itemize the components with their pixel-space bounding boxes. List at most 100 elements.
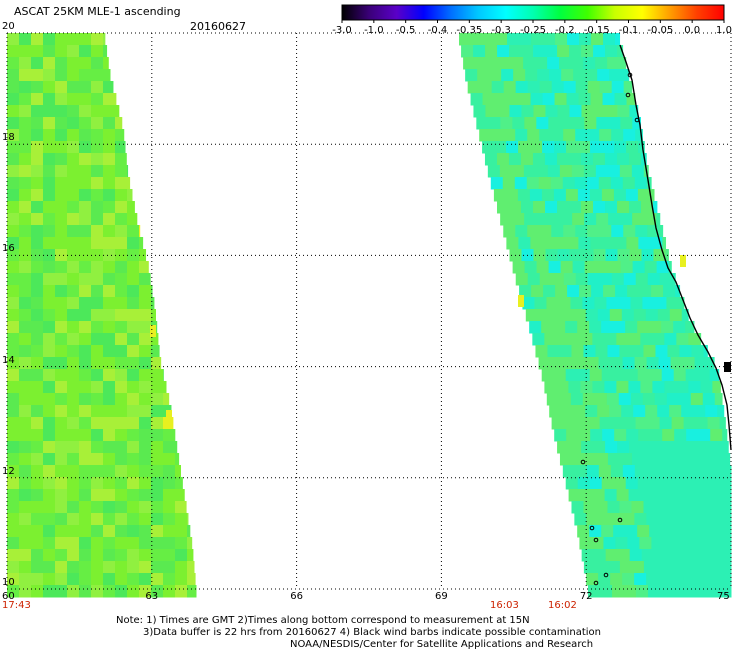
swath-cell — [19, 561, 32, 574]
swath-cell — [7, 69, 20, 82]
swath-cell — [559, 57, 572, 70]
swath-cell — [7, 33, 20, 46]
swath-cell — [43, 93, 56, 106]
swath-cell — [31, 57, 44, 70]
swath-cell — [547, 57, 560, 70]
swath-cell — [127, 513, 140, 526]
swath-cell — [7, 405, 20, 418]
swath-cell — [557, 441, 570, 454]
swath-cell — [598, 465, 612, 478]
swath-cell — [19, 537, 32, 550]
swath-cell — [580, 333, 593, 346]
swath-cell — [499, 57, 512, 70]
swath-cell — [19, 165, 32, 178]
swath-cell — [55, 489, 68, 502]
swath-cell — [626, 237, 639, 250]
swath-cell — [43, 561, 56, 574]
swath-cell — [31, 369, 44, 382]
swath-cell — [611, 225, 624, 238]
swath-cell — [715, 501, 728, 514]
swath-cell — [512, 213, 525, 226]
swath-cell — [115, 429, 128, 442]
swath-cell — [619, 561, 633, 574]
swath-cell — [19, 93, 32, 106]
swath-cell — [539, 225, 552, 238]
swath-cell — [55, 33, 68, 46]
swath-cell — [67, 249, 80, 262]
swath-cell — [602, 429, 615, 442]
swath-cell — [7, 297, 20, 310]
swath-cell — [638, 141, 645, 154]
swath-cell — [631, 561, 645, 574]
swath-cell — [115, 189, 128, 202]
swath-cell — [590, 429, 603, 442]
swath-cell — [622, 465, 636, 478]
swath-cell — [565, 477, 579, 490]
swath-cell — [31, 357, 44, 370]
swath-cell — [127, 249, 140, 262]
swath-cell — [605, 105, 618, 118]
swath-cell — [712, 489, 726, 502]
swath-cell — [583, 501, 596, 514]
swath-cell — [581, 105, 594, 118]
swath-cell — [79, 333, 92, 346]
swath-cell — [610, 357, 624, 370]
swath-cell — [674, 429, 687, 442]
swath-cell — [582, 297, 595, 310]
swath-cell — [43, 489, 56, 502]
swath-cell — [621, 309, 635, 322]
longitude-label: 75 — [717, 591, 730, 602]
swath-cell — [719, 417, 726, 430]
swath-cell — [652, 381, 665, 394]
swath-cell — [31, 141, 44, 154]
swath-cell — [139, 261, 149, 274]
swath-cell — [613, 525, 626, 538]
swath-cell — [19, 405, 32, 418]
swath-cell — [139, 561, 152, 574]
swath-cell — [115, 453, 128, 466]
swath-cell — [19, 309, 32, 322]
swath-cell — [151, 405, 164, 418]
swath-cell — [506, 141, 519, 154]
swath-cell — [139, 537, 152, 550]
swath-cell — [586, 465, 600, 478]
swath-cell — [31, 81, 44, 94]
swath-cell — [7, 345, 20, 358]
swath-cell — [103, 369, 116, 382]
swath-cell — [19, 477, 32, 490]
swath-cell — [471, 33, 484, 46]
swath-cell — [587, 273, 601, 286]
swath-cell — [31, 477, 44, 490]
swath-cell — [586, 177, 600, 190]
swath-cell — [19, 393, 32, 406]
swath-cell — [91, 441, 104, 454]
swath-cell — [535, 165, 549, 178]
swath-cell — [617, 45, 624, 58]
swath-cell — [542, 237, 555, 250]
swath-cell — [67, 81, 80, 94]
swath-cell — [7, 429, 20, 442]
swath-cell — [19, 321, 32, 334]
swath-cell — [665, 441, 678, 454]
swath-cell — [544, 381, 557, 394]
swath-cell — [666, 393, 680, 406]
swath-cell — [676, 333, 689, 346]
swath-cell — [661, 525, 674, 538]
swath-cell — [699, 537, 712, 550]
colorbar-tick-label: -1.0 — [364, 25, 384, 36]
swath-cell — [67, 417, 80, 430]
swath-cell — [7, 525, 20, 538]
swath-cell — [55, 465, 68, 478]
swath-cell — [67, 57, 80, 70]
swath-cell — [91, 261, 104, 274]
swath-cell — [500, 213, 513, 226]
swath-cell — [531, 33, 544, 46]
swath-cell — [589, 525, 602, 538]
swath-cell — [91, 465, 104, 478]
swath-cell — [659, 417, 673, 430]
swath-cell — [91, 81, 104, 94]
swath-cell — [115, 381, 128, 394]
swath-cell — [67, 357, 80, 370]
swath-cell — [31, 201, 44, 214]
swath-cell — [67, 189, 80, 202]
